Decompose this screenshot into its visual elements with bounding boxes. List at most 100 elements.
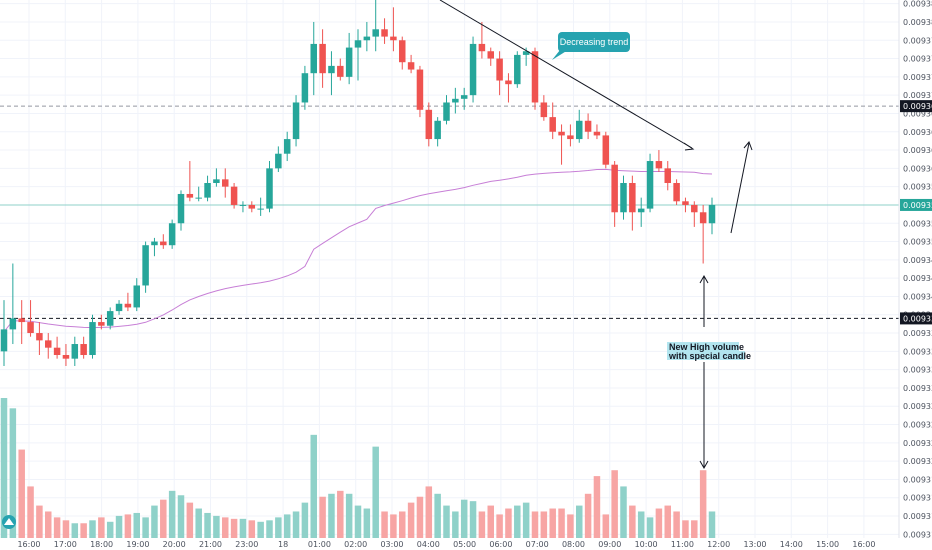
tradingview-logo[interactable] — [2, 515, 16, 529]
candle-body — [257, 208, 264, 210]
volume-bar — [27, 486, 34, 538]
y-tick-label: 0.0093375 — [903, 329, 932, 338]
x-tick-label: 12:00 — [707, 540, 730, 549]
candle-body — [80, 344, 87, 356]
candle-body — [345, 47, 353, 77]
candle-body — [469, 43, 477, 96]
volume-bar — [425, 486, 433, 538]
volume-bar — [443, 505, 450, 538]
volume-bar — [204, 512, 211, 538]
y-tick-label: 0.0093475 — [903, 256, 932, 265]
volume-bar — [372, 446, 379, 538]
candle-body — [239, 204, 247, 206]
projection-up-arrow[interactable] — [730, 142, 750, 234]
candle-body — [53, 347, 61, 356]
volume-bars — [0, 398, 716, 538]
candle-body — [9, 318, 17, 330]
volume-bar — [478, 511, 486, 538]
candle-body — [602, 135, 610, 165]
candle-body — [310, 43, 317, 74]
candle-body — [160, 241, 167, 246]
decreasing-trend-callout[interactable]: Decreasing trend — [552, 32, 630, 60]
volume-bar — [106, 521, 114, 538]
volume-bar — [98, 517, 105, 538]
volume-bar — [248, 520, 256, 538]
candle-body — [699, 212, 707, 224]
y-tick-label: 0.0093800 — [903, 18, 932, 27]
x-tick-label: 19:00 — [126, 540, 149, 549]
x-tick-label: 16:00 — [17, 540, 40, 549]
volume-bar — [584, 493, 592, 538]
projection-arrowhead — [743, 141, 753, 151]
candle-body — [319, 43, 326, 74]
volume-bar — [620, 486, 627, 538]
candle-body — [584, 120, 592, 132]
volume-bar — [301, 502, 309, 538]
volume-bar — [168, 490, 176, 538]
volume-bar — [257, 521, 264, 538]
price-axis[interactable]: 0.0093825 0.0093800 0.0093775 0.0093750 0.00… — [900, 0, 932, 539]
y-tick-label: 0.0093325 — [903, 366, 932, 375]
candle-body — [89, 322, 96, 356]
x-tick-label: 03:00 — [380, 540, 403, 549]
volume-bar — [213, 515, 220, 538]
candle-body — [230, 186, 238, 205]
candle-body — [576, 120, 583, 140]
candle-body — [549, 117, 556, 132]
volume-bar — [133, 512, 140, 538]
candle-body — [443, 102, 450, 121]
candle-body — [487, 51, 494, 59]
candle-body — [708, 204, 716, 224]
candle-body — [540, 102, 548, 118]
candle-body — [611, 164, 618, 213]
candle-body — [328, 65, 335, 74]
candle-body — [425, 109, 433, 140]
y-tick-label: 0.0093600 — [903, 164, 932, 173]
volume-bar — [53, 517, 61, 538]
y-tick-label: 0.0093175 — [903, 475, 932, 484]
x-tick-label: 23:00 — [235, 540, 258, 549]
candle-body — [195, 197, 202, 199]
candle-body — [505, 80, 512, 85]
volume-bar — [682, 520, 689, 538]
candle-body — [372, 29, 379, 37]
time-axis[interactable]: 16:00 17:00 18:00 19:00 20:00 21:00 23:00 18 01:… — [17, 540, 875, 549]
level-tag-text: 0.0093395 — [903, 314, 932, 323]
new-high-volume-note[interactable]: New High volume with special candle — [667, 342, 751, 361]
volume-bar — [89, 520, 96, 538]
candle-body — [478, 43, 486, 52]
candle-body — [283, 139, 291, 154]
x-tick-label: 10:00 — [635, 540, 658, 549]
y-tick-label: 0.0093150 — [903, 494, 932, 503]
volume-bar — [637, 511, 645, 538]
candle-body — [434, 120, 441, 140]
candle-body — [682, 201, 689, 205]
volume-bar — [310, 434, 317, 538]
x-tick-label: 14:00 — [780, 540, 803, 549]
volume-bar — [62, 520, 70, 538]
x-tick-label: 13:00 — [743, 540, 766, 549]
volume-bar — [115, 515, 123, 538]
x-tick-label: 16:00 — [852, 540, 875, 549]
candle-body — [363, 36, 371, 41]
candle-body — [390, 36, 397, 41]
note-line-1: New High volume — [669, 342, 744, 352]
level-tag-box — [900, 198, 932, 211]
volume-bar — [186, 502, 194, 538]
x-tick-label: 20:00 — [163, 540, 186, 549]
volume-bar — [646, 517, 654, 538]
x-tick-label: 08:00 — [562, 540, 585, 549]
candle-body — [142, 245, 149, 286]
volume-bar — [673, 511, 680, 538]
volume-bar — [629, 505, 636, 538]
candle-body — [593, 131, 601, 136]
callout-box — [558, 32, 630, 52]
y-tick-label: 0.0093225 — [903, 439, 932, 448]
decreasing-trend-line[interactable] — [439, 0, 693, 149]
volume-bar — [699, 470, 707, 538]
candle-body — [301, 73, 309, 103]
x-tick-label: 06:00 — [489, 540, 512, 549]
volume-bar — [345, 493, 353, 538]
candle-body — [337, 65, 344, 77]
